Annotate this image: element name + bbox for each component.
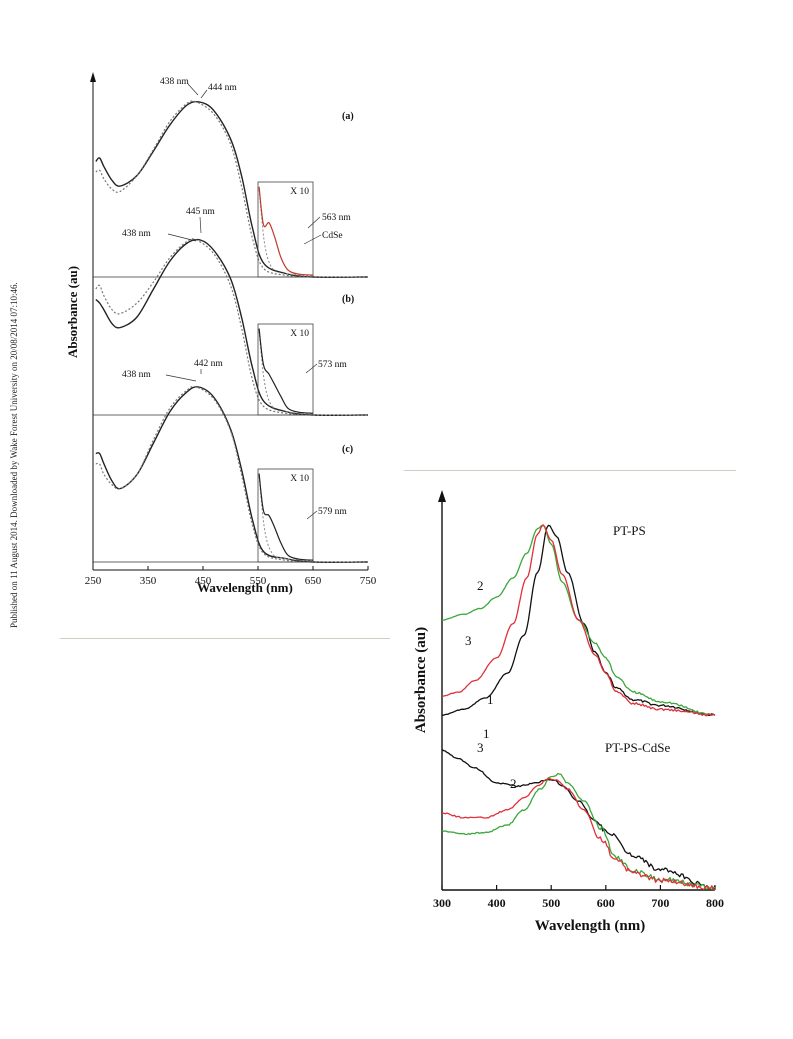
fig1-annotation-arrow xyxy=(306,510,318,520)
fig1-panel-label: (c) xyxy=(342,444,353,455)
figure-2: Absorbance (au) Wavelength (nm) 300 400 50… xyxy=(413,490,724,934)
fig1-dotted-series xyxy=(95,100,369,278)
fig2-x-tick-label: 600 xyxy=(597,896,615,910)
fig1-peak-annotation: 573 nm xyxy=(318,360,347,370)
fig2-series-3 xyxy=(442,777,716,891)
fig1-x-tick-label: 650 xyxy=(305,575,322,587)
fig2-x-tick-label: 500 xyxy=(542,896,560,910)
fig1-inset-solid xyxy=(258,473,314,561)
fig2-x-tick-label: 700 xyxy=(651,896,669,910)
fig1-x-tick-label: 350 xyxy=(140,575,157,587)
fig2-group-title: PT-PS-CdSe xyxy=(605,740,670,755)
fig2-curve-label: 2 xyxy=(477,578,484,593)
fig1-annotation-arrow xyxy=(305,363,318,374)
fig1-solid-series xyxy=(95,100,369,278)
fig2-group-title: PT-PS xyxy=(613,523,646,538)
fig2-curve-label: 1 xyxy=(487,692,494,707)
figure-1: Absorbance (au) Wavelength (nm) 250 350 45… xyxy=(65,72,377,595)
fig1-solid-series xyxy=(95,386,369,563)
divider-left xyxy=(60,638,390,639)
side-note-text: Published on 11 August 2014. Downloaded … xyxy=(9,282,19,628)
fig1-peak-annotation: 438 nm xyxy=(160,77,189,87)
fig2-series-1 xyxy=(442,524,716,717)
fig1-peak-annotation: 445 nm xyxy=(186,207,215,217)
fig1-inset-box xyxy=(257,181,314,278)
fig2-ylabel: Absorbance (au) xyxy=(413,627,429,733)
fig2-y-axis-arrow xyxy=(438,490,446,502)
fig1-ylabel: Absorbance (au) xyxy=(65,266,80,358)
fig1-inset-box xyxy=(257,468,314,563)
fig2-series-2 xyxy=(441,772,716,891)
fig1-annotation-arrow xyxy=(303,234,322,245)
fig2-curve-label: 3 xyxy=(465,633,472,648)
fig2-x-tick-label: 300 xyxy=(433,896,451,910)
fig1-annotation-arrow xyxy=(307,216,321,229)
fig2-series-1 xyxy=(441,749,716,891)
fig1-x-tick-label: 750 xyxy=(360,575,377,587)
fig1-peak-annotation: 438 nm xyxy=(122,229,151,239)
fig1-panel-label: (a) xyxy=(342,111,354,122)
fig1-annotation-arrow xyxy=(199,216,202,234)
fig2-curve-label: 3 xyxy=(477,740,484,755)
fig1-peak-annotation: 579 nm xyxy=(318,507,347,517)
fig1-annotation-arrow xyxy=(187,83,199,96)
fig1-panel-label: (b) xyxy=(342,294,354,305)
fig1-inset-solid xyxy=(258,328,314,414)
fig2-xlabel: Wavelength (nm) xyxy=(535,918,645,934)
fig1-x-tick-label: 450 xyxy=(195,575,212,587)
fig2-x-tick-label: 800 xyxy=(706,896,724,910)
fig1-inset-solid xyxy=(258,186,314,276)
fig1-inset-label: X 10 xyxy=(290,474,309,484)
fig1-inset-dotted xyxy=(258,189,314,277)
fig1-x-tick-label: 550 xyxy=(250,575,267,587)
fig2-x-tick-label: 400 xyxy=(488,896,506,910)
fig2-series-3 xyxy=(441,524,716,717)
fig1-annotation-arrow xyxy=(165,374,197,382)
fig1-peak-annotation: 442 nm xyxy=(194,359,223,369)
fig1-annotation-arrow xyxy=(200,89,208,99)
fig1-peak-annotation: 563 nm xyxy=(322,213,351,223)
fig1-inset-dotted xyxy=(258,331,314,415)
side-note: Published on 11 August 2014. Downloaded … xyxy=(9,282,19,628)
fig1-dotted-series xyxy=(95,385,369,563)
fig1-x-tick-label: 250 xyxy=(85,575,102,587)
fig1-y-axis-arrow xyxy=(90,72,96,82)
fig1-inset-label: X 10 xyxy=(290,187,309,197)
fig2-curve-label: 1 xyxy=(483,726,490,741)
divider-right xyxy=(404,470,736,471)
fig1-peak-annotation: 444 nm xyxy=(208,83,237,93)
fig1-inset-dotted xyxy=(258,476,314,562)
fig1-dotted-series xyxy=(95,238,369,416)
fig1-plot-area: 250 350 450 550 650 750 (a) X 10 (b) X 10 (c) X 10 4… xyxy=(85,72,377,587)
fig1-xlabel: Wavelength (nm) xyxy=(197,580,293,595)
fig1-inset-label: X 10 xyxy=(290,329,309,339)
fig2-curve-label: 2 xyxy=(510,776,517,791)
fig1-inset-box xyxy=(257,323,314,416)
fig1-annotation-arrow xyxy=(167,233,197,242)
fig2-plot-area: 300 400 500 600 700 800 PT-PS 1 2 3 PT-PS-CdSe 1 2 3 xyxy=(433,490,724,910)
fig1-peak-annotation: CdSe xyxy=(322,231,343,241)
fig1-peak-annotation: 438 nm xyxy=(122,370,151,380)
fig1-solid-series xyxy=(95,238,369,416)
